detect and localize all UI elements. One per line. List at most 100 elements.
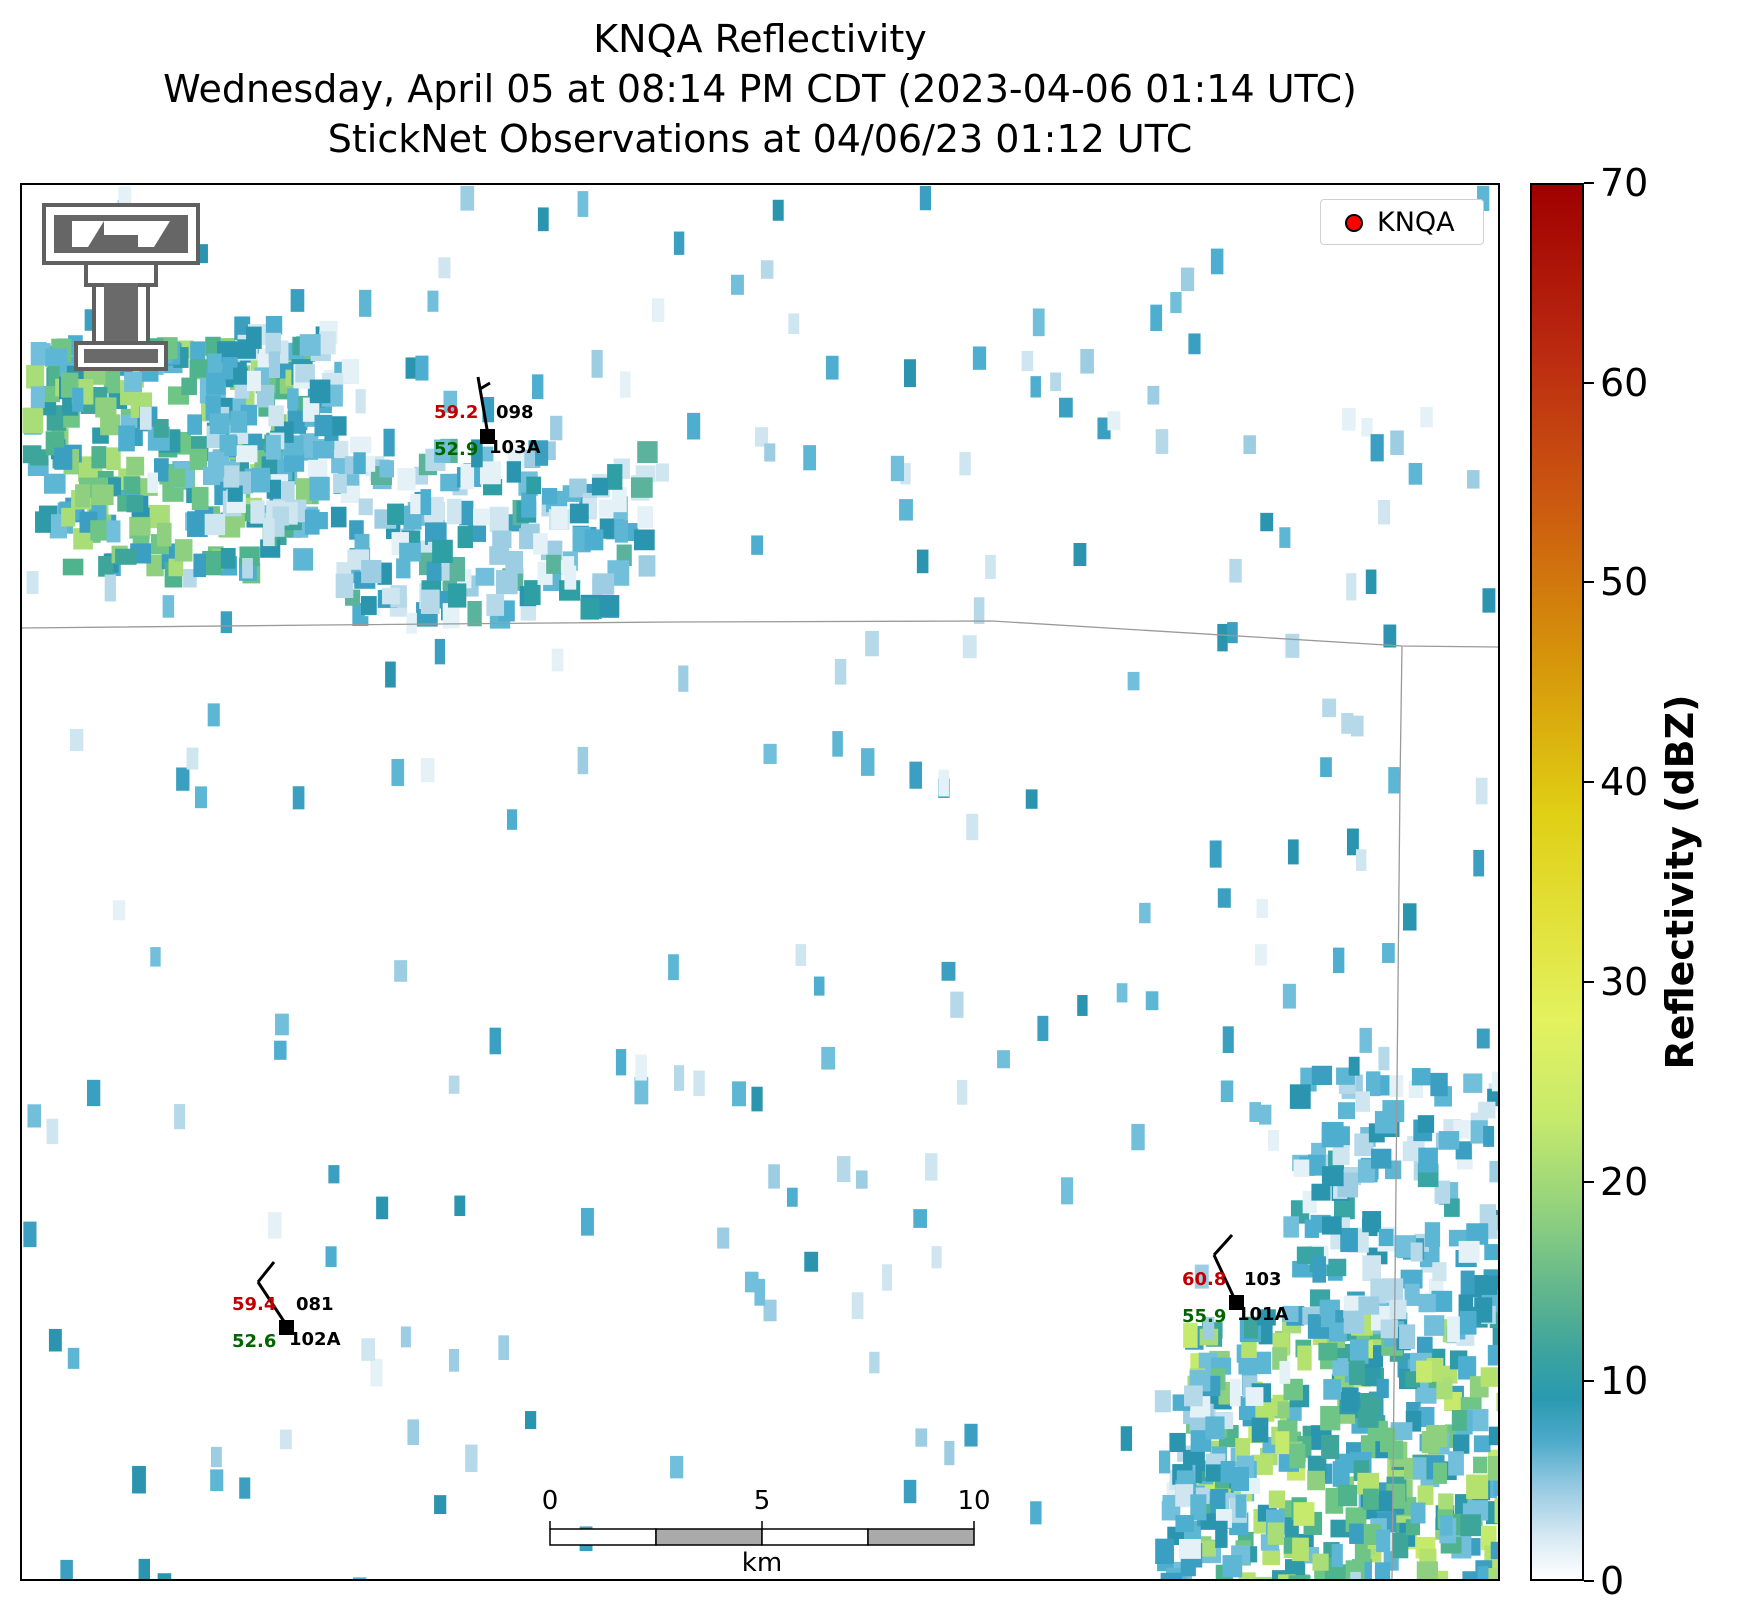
echo-pixel — [551, 506, 568, 530]
echo-pixel — [1229, 558, 1242, 583]
echo-pixel — [651, 298, 665, 322]
echo-pixel — [299, 334, 321, 356]
colorbar-tick-mark — [1584, 781, 1594, 784]
echo-pixel — [1378, 500, 1391, 525]
echo-pixel — [489, 1027, 501, 1055]
echo-pixel — [335, 573, 354, 599]
echo-pixel — [207, 703, 220, 727]
echo-pixel — [126, 456, 145, 476]
echo-pixel — [30, 386, 45, 409]
echo-pixel — [387, 503, 404, 525]
echo-pixel — [1356, 849, 1367, 871]
echo-pixel — [1388, 1075, 1404, 1097]
echo-pixel — [1282, 983, 1296, 1009]
echo-pixel — [1467, 470, 1480, 489]
echo-pixel — [295, 364, 315, 383]
echo-pixel — [1466, 1474, 1489, 1499]
station-103A: 59.2 098 52.9 103A — [434, 376, 541, 460]
echo-pixel — [542, 488, 558, 505]
echo-pixel — [415, 355, 429, 381]
echo-pixel — [1394, 1235, 1416, 1258]
echo-pixel — [1183, 1322, 1198, 1348]
echo-pixel — [1097, 417, 1111, 440]
echo-pixel — [454, 1195, 466, 1217]
echo-pixel — [489, 506, 509, 533]
echo-pixel — [938, 769, 949, 797]
echo-pixel — [903, 1479, 917, 1504]
station-101A-id: 101A — [1237, 1304, 1289, 1325]
echo-pixel — [457, 526, 473, 549]
colorbar-tick-mark — [1584, 980, 1594, 983]
echo-pixel — [330, 506, 347, 528]
echo-pixel — [479, 461, 501, 485]
echo-pixel — [1323, 1379, 1342, 1400]
echo-pixel — [551, 648, 564, 672]
echo-pixel — [43, 473, 66, 494]
echo-pixel — [98, 555, 114, 577]
echo-pixel — [916, 549, 929, 574]
echo-pixel — [1355, 1091, 1370, 1112]
echo-pixel — [577, 191, 589, 217]
echo-pixel — [54, 447, 73, 470]
echo-pixel — [913, 1209, 927, 1228]
legend-label: KNQA — [1377, 207, 1455, 238]
echo-pixel — [90, 520, 108, 541]
echo-pixel — [112, 900, 126, 921]
echo-pixel — [834, 658, 847, 685]
echo-pixel — [813, 976, 825, 996]
colorbar — [1530, 183, 1584, 1581]
echo-pixel — [471, 439, 483, 468]
echo-pixel — [1222, 1555, 1243, 1578]
station-103A-dewpoint: 52.9 — [434, 439, 478, 460]
echo-pixel — [448, 1075, 460, 1094]
echo-pixel — [520, 604, 537, 621]
echo-pixel — [1487, 1344, 1498, 1366]
echo-pixel — [577, 746, 589, 775]
echo-pixel — [1459, 1310, 1477, 1335]
echo-pixel — [246, 370, 261, 392]
echo-pixel — [521, 492, 537, 518]
echo-pixel — [22, 445, 42, 464]
echo-pixel — [227, 485, 243, 502]
echo-pixel — [115, 548, 137, 565]
county-line-east — [1391, 645, 1403, 1579]
echo-pixel — [1357, 1159, 1375, 1183]
echo-pixel — [46, 1118, 59, 1145]
title-line-2: Wednesday, April 05 at 08:14 PM CDT (202… — [163, 67, 1357, 111]
echo-pixel — [1378, 1228, 1394, 1247]
echo-pixel — [1376, 1529, 1391, 1553]
echo-pixel — [964, 1423, 978, 1447]
echo-pixel — [35, 511, 51, 533]
echo-pixel — [760, 260, 774, 279]
echo-pixel — [292, 786, 305, 810]
county-boundaries — [22, 620, 1498, 1579]
echo-pixel — [1227, 622, 1238, 644]
echo-pixel — [459, 500, 474, 526]
echo-pixel — [931, 1246, 942, 1269]
echo-pixel — [832, 731, 843, 757]
echo-pixel — [1354, 1133, 1374, 1157]
echo-pixel — [139, 406, 152, 430]
station-103A-id: 103A — [489, 437, 541, 458]
echo-pixel — [731, 274, 744, 295]
echo-pixel — [210, 1446, 222, 1468]
echo-pixel — [1490, 1541, 1498, 1560]
echo-pixel — [1417, 1115, 1435, 1133]
echo-pixel — [1336, 1126, 1350, 1146]
echo-pixel — [176, 767, 190, 791]
colorbar-tick-label: 60 — [1600, 360, 1649, 405]
echo-pixel — [1410, 1502, 1426, 1524]
echo-pixel — [475, 567, 495, 586]
echo-pixel — [1217, 623, 1228, 652]
echo-pixel — [186, 747, 199, 770]
echo-pixel — [786, 1187, 798, 1207]
echo-pixel — [1359, 1027, 1372, 1053]
echo-pixel — [569, 503, 589, 524]
title-line-3: StickNet Observations at 04/06/23 01:12 … — [327, 117, 1193, 161]
echo-pixel — [1244, 1316, 1259, 1339]
echo-pixel — [673, 1065, 685, 1091]
echo-pixel — [284, 452, 305, 472]
echo-pixel — [1147, 385, 1160, 405]
echo-pixel — [1061, 1177, 1074, 1205]
echo-pixel — [1158, 1450, 1171, 1474]
